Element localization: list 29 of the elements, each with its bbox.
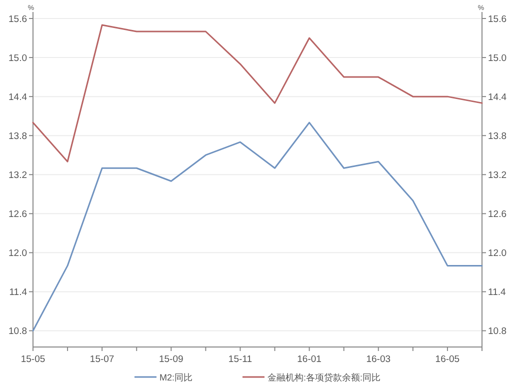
y2-tick-label: 15.6 [488,14,506,26]
y2-tick-label: 12.6 [488,209,506,220]
x-tick-label: 15-05 [20,354,46,365]
line-series [32,24,483,162]
y-tick-label: 12.0 [8,248,27,260]
y-tick-label: 13.8 [8,131,27,142]
y2-tick-label: 13.8 [488,131,506,142]
y-tick-label: 10.8 [8,326,27,338]
legend-label: M2:同比 [159,372,192,382]
y2-tick-label: 12.0 [488,248,506,260]
x-tick-label: 16-01 [297,354,322,365]
y-tick-label: 12.6 [8,209,27,220]
y-tick-label: 11.4 [9,287,27,298]
x-tick-label: 15-09 [159,354,184,365]
y-tick-label: 13.2 [8,170,27,182]
legend-label: 金融机构:各项贷款余额:同比 [268,372,381,382]
y-tick-label: 15.0 [8,53,27,64]
x-tick-label: 15-11 [228,354,252,365]
y2-tick-label: 11.4 [488,287,506,298]
y2-tick-label: 15.0 [488,53,506,64]
x-tick-label: 16-05 [435,354,460,365]
y-tick-label: 15.6 [8,14,27,26]
y-tick-label: 14.4 [8,92,27,104]
y2-tick-label: 10.8 [488,326,506,338]
x-tick-label: 16-03 [366,354,391,365]
y2-tick-label: 13.2 [488,170,506,182]
line-series [32,122,483,332]
x-tick-label: 15-07 [90,354,114,365]
y2-tick-label: 14.4 [488,92,506,104]
